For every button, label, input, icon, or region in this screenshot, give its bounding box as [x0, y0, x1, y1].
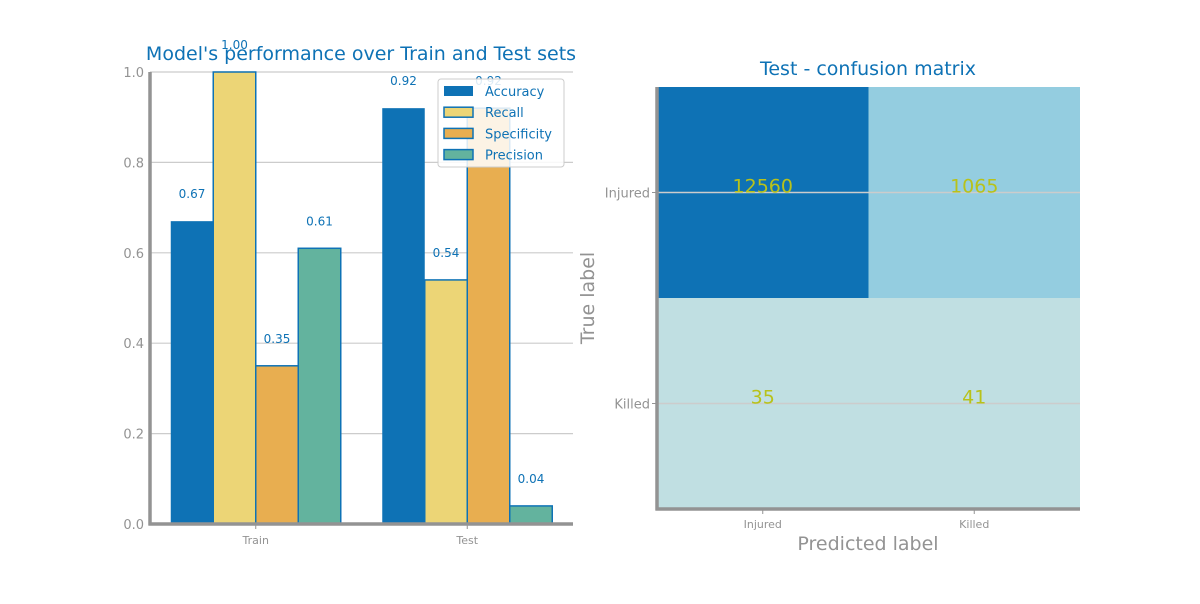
x-tick-label: Train: [242, 534, 269, 547]
y-tick-label: 0.6: [123, 247, 144, 262]
y-tick-label: 0.8: [123, 156, 144, 171]
legend-label: Specificity: [485, 127, 552, 142]
bar-chart-legend: Accuracy Recall Specificity Precision: [437, 78, 565, 168]
legend-label: Recall: [485, 106, 524, 121]
x-tick-label: Test: [455, 534, 478, 547]
legend-label: Accuracy: [485, 85, 545, 100]
legend-label: Precision: [485, 149, 543, 164]
legend-swatch: [444, 86, 473, 96]
cm-cell-value: 1065: [950, 176, 998, 198]
cm-cell-value: 12560: [733, 176, 793, 198]
bar-chart-axes: 0.0 0.2 0.4 0.6 0.8 1.0 Train Test: [123, 66, 573, 547]
bar-chart: Model's performance over Train and Test …: [123, 38, 576, 547]
confusion-matrix-title: Test - confusion matrix: [759, 58, 976, 80]
y-tick-label: 0.4: [123, 337, 144, 352]
bar-chart-bars: 0.671.000.350.610.920.540.920.04: [170, 38, 553, 525]
bar-value-label: 0.92: [390, 74, 417, 88]
bar-accuracy-train: [170, 221, 214, 524]
bar-value-label: 0.61: [306, 214, 333, 228]
cm-cell-value: 41: [962, 387, 986, 409]
cm-x-tick-label: Injured: [744, 518, 782, 531]
legend-box: [437, 78, 565, 168]
legend-swatch: [443, 127, 474, 140]
y-tick-label: 0.2: [123, 428, 144, 443]
bar-recall-train: [212, 71, 257, 525]
legend-swatch: [443, 148, 474, 161]
bar-precision-test: [509, 505, 553, 525]
cm-y-tick-label: Injured: [605, 187, 650, 202]
cm-cell-value: 35: [751, 387, 775, 409]
bar-precision-train: [297, 247, 342, 525]
bar-value-label: 0.67: [179, 187, 206, 201]
y-tick-label: 1.0: [123, 66, 144, 81]
bar-value-label: 0.04: [518, 472, 545, 486]
confusion-matrix-ylabel: True label: [577, 252, 599, 345]
cm-y-tick-label: Killed: [614, 398, 650, 413]
confusion-matrix-axes: Injured Killed Injured Killed: [605, 87, 1080, 531]
confusion-matrix-chart: Test - confusion matrix 12560 1065 35 41 In…: [577, 58, 1080, 555]
bar-specificity-train: [255, 365, 299, 525]
legend-swatch: [443, 106, 474, 118]
bar-specificity-test: [466, 107, 511, 525]
bar-accuracy-test: [382, 108, 425, 524]
confusion-matrix-xlabel: Predicted label: [797, 533, 938, 555]
y-tick-label: 0.0: [123, 518, 144, 533]
bar-recall-test: [424, 279, 468, 525]
bar-value-label: 0.54: [433, 246, 460, 260]
confusion-matrix-cells: 12560 1065 35 41: [657, 87, 1080, 509]
bar-value-label: 1.00: [221, 38, 248, 52]
cm-x-tick-label: Killed: [959, 518, 989, 531]
bar-chart-title: Model's performance over Train and Test …: [146, 43, 576, 65]
bar-value-label: 0.35: [264, 332, 291, 346]
